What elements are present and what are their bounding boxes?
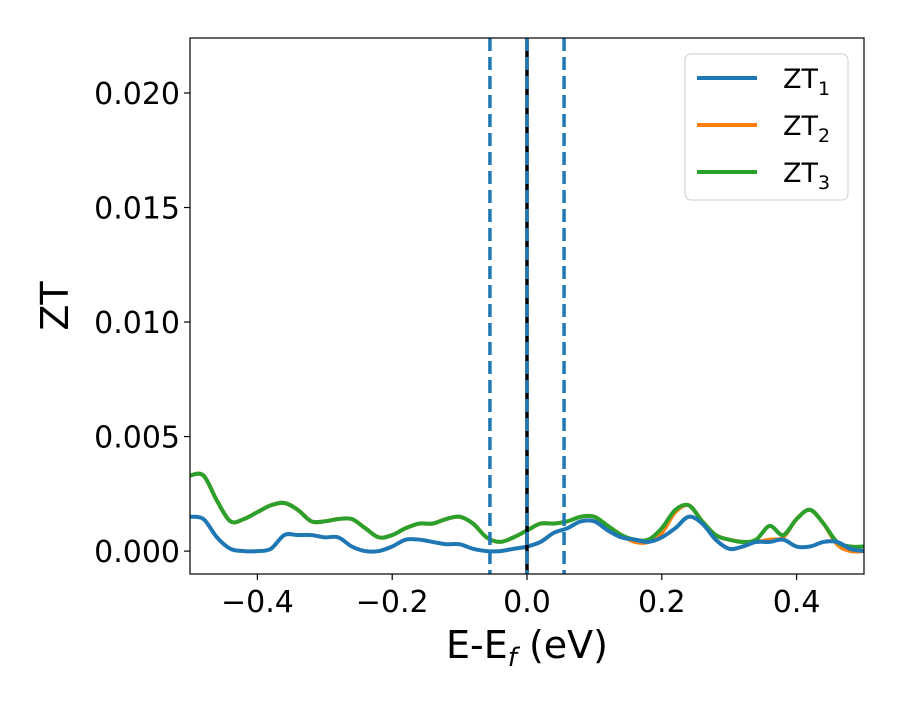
x-tick-label: 0.4: [773, 585, 821, 620]
x-axis-label-unit: (eV): [517, 623, 608, 667]
legend: ZT1 ZT2 ZT3: [684, 53, 849, 201]
x-axis-label: E-Ef (eV): [446, 623, 608, 673]
legend-label-zt2: ZT2: [783, 111, 830, 147]
x-tick-label: 0.2: [638, 585, 686, 620]
x-tick-label: −0.2: [356, 585, 429, 620]
x-tick-label: −0.4: [221, 585, 294, 620]
y-tick-label: 0.010: [94, 306, 180, 341]
legend-label-zt1: ZT1: [783, 64, 830, 100]
legend-label-zt3: ZT3: [783, 158, 830, 194]
legend-box: [684, 53, 849, 201]
y-tick-label: 0.005: [94, 421, 180, 456]
y-tick-label: 0.000: [94, 535, 180, 570]
y-axis: 0.000 0.005 0.010 0.015 0.020: [94, 77, 190, 570]
x-axis: −0.4 −0.2 0.0 0.2 0.4: [221, 574, 820, 620]
y-tick-label: 0.020: [94, 77, 180, 112]
reference-lines: [488, 38, 566, 574]
y-axis-label: ZT: [33, 281, 77, 331]
y-tick-label: 0.015: [94, 192, 180, 227]
x-tick-label: 0.0: [503, 585, 551, 620]
